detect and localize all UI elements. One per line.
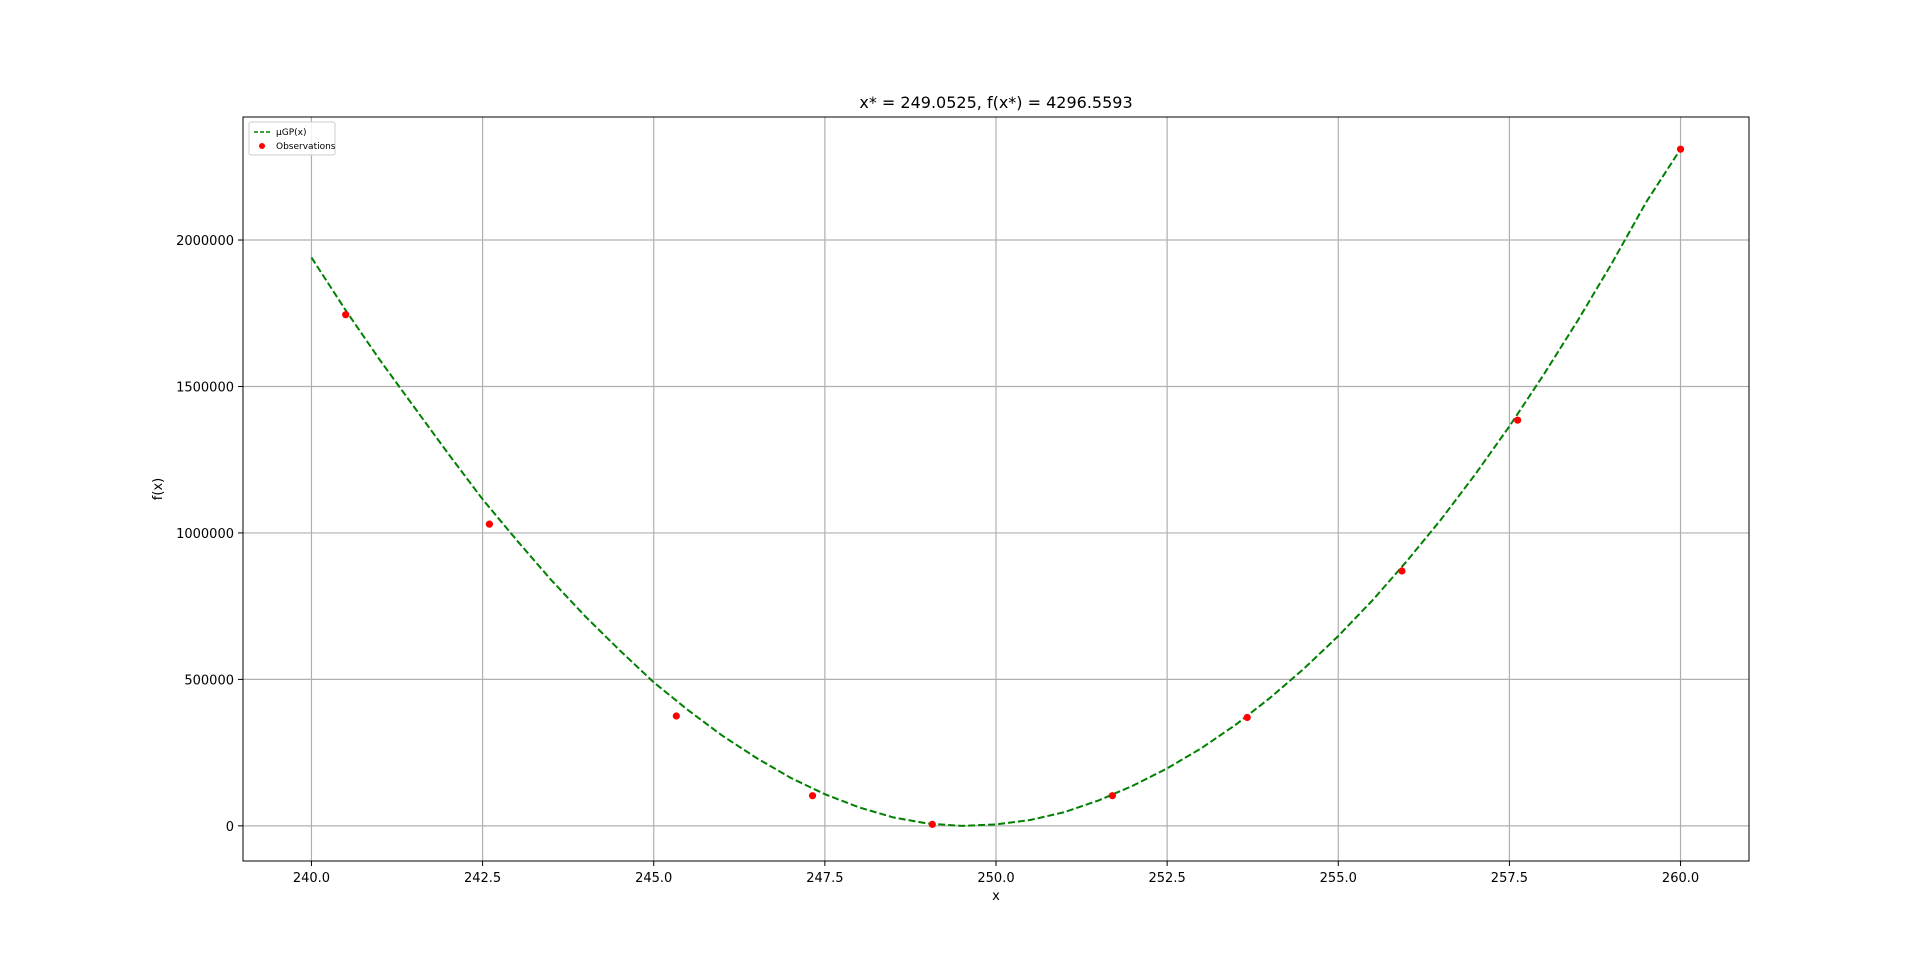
y-tick-label: 0	[226, 820, 234, 835]
observation-point	[672, 712, 680, 720]
observation-point	[1243, 713, 1251, 722]
x-tick-label: 240.0	[293, 871, 330, 886]
series-layer	[310, 145, 1685, 828]
x-tick-label: 247.5	[806, 871, 843, 886]
y-axis-label: f(x)	[151, 478, 166, 500]
axes-layer: 240.0 242.5 245.0 247.5 250.0 252.5 255.0 257.5…	[176, 116, 1750, 886]
observation-point	[342, 311, 350, 319]
x-tick-label: 255.0	[1320, 871, 1357, 886]
legend-label: Observations	[276, 142, 336, 152]
legend: μGP(x) Observations	[248, 121, 336, 156]
x-tick-label: 252.5	[1149, 871, 1186, 886]
grid-layer	[243, 117, 1749, 861]
y-tick-label: 1000000	[176, 527, 234, 542]
observation-point	[1398, 567, 1406, 575]
legend-label: μGP(x)	[276, 128, 306, 138]
x-tick-label: 260.0	[1662, 871, 1699, 886]
x-tick-label: 245.0	[635, 871, 672, 886]
y-tick-label: 500000	[184, 673, 234, 688]
x-tick-label: 250.0	[977, 871, 1014, 886]
legend-box	[248, 121, 336, 156]
gp-mean-line	[310, 148, 1682, 827]
observation-point	[808, 792, 817, 800]
x-tick-label: 242.5	[464, 871, 501, 886]
x-axis-label: x	[992, 889, 1000, 904]
observation-point	[1676, 145, 1685, 153]
legend-marker-swatch	[259, 143, 265, 149]
chart-title: x* = 249.0525, f(x*) = 4296.5593	[859, 93, 1132, 112]
observation-point	[485, 520, 494, 528]
y-tick-label: 1500000	[176, 380, 234, 395]
observation-point	[928, 820, 936, 828]
observation-point	[1108, 792, 1116, 800]
y-tick-label: 2000000	[176, 234, 234, 249]
x-tick-label: 257.5	[1491, 871, 1528, 886]
observation-point	[1514, 416, 1522, 424]
